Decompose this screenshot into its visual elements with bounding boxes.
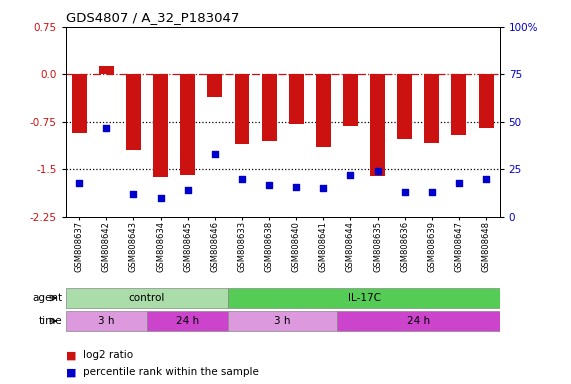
Text: 3 h: 3 h <box>275 316 291 326</box>
Text: ■: ■ <box>66 350 76 360</box>
Text: log2 ratio: log2 ratio <box>83 350 133 360</box>
Point <box>129 191 138 197</box>
Point <box>264 182 274 188</box>
Text: 24 h: 24 h <box>407 316 430 326</box>
Text: ■: ■ <box>66 367 76 377</box>
Bar <box>180 74 195 174</box>
Text: percentile rank within the sample: percentile rank within the sample <box>83 367 259 377</box>
Point <box>238 176 247 182</box>
Point <box>292 184 301 190</box>
Bar <box>99 66 114 74</box>
Text: agent: agent <box>33 293 63 303</box>
Text: time: time <box>39 316 63 326</box>
Bar <box>153 74 168 177</box>
Bar <box>397 74 412 139</box>
Bar <box>66 311 147 331</box>
Bar <box>424 74 439 143</box>
Text: GDS4807 / A_32_P183047: GDS4807 / A_32_P183047 <box>66 11 239 24</box>
Bar <box>207 74 222 96</box>
Bar <box>289 74 304 124</box>
Point <box>400 189 409 195</box>
Point <box>102 124 111 131</box>
Bar <box>228 288 500 308</box>
Bar <box>66 288 228 308</box>
Point <box>156 195 165 201</box>
Bar <box>478 74 493 128</box>
Point <box>319 185 328 192</box>
Bar <box>452 74 467 135</box>
Bar <box>337 311 500 331</box>
Point <box>183 187 192 194</box>
Bar <box>343 74 358 126</box>
Point <box>373 168 382 174</box>
Text: IL-17C: IL-17C <box>348 293 380 303</box>
Bar <box>235 74 250 144</box>
Bar <box>316 74 331 147</box>
Bar <box>126 74 141 151</box>
Point <box>75 180 84 186</box>
Bar <box>370 74 385 176</box>
Bar <box>228 311 337 331</box>
Bar <box>72 74 87 133</box>
Point <box>481 176 490 182</box>
Point <box>427 189 436 195</box>
Bar <box>262 74 276 141</box>
Point <box>455 180 464 186</box>
Bar <box>147 311 228 331</box>
Point <box>210 151 219 157</box>
Text: control: control <box>129 293 165 303</box>
Text: 3 h: 3 h <box>98 316 115 326</box>
Point <box>346 172 355 178</box>
Text: 24 h: 24 h <box>176 316 199 326</box>
